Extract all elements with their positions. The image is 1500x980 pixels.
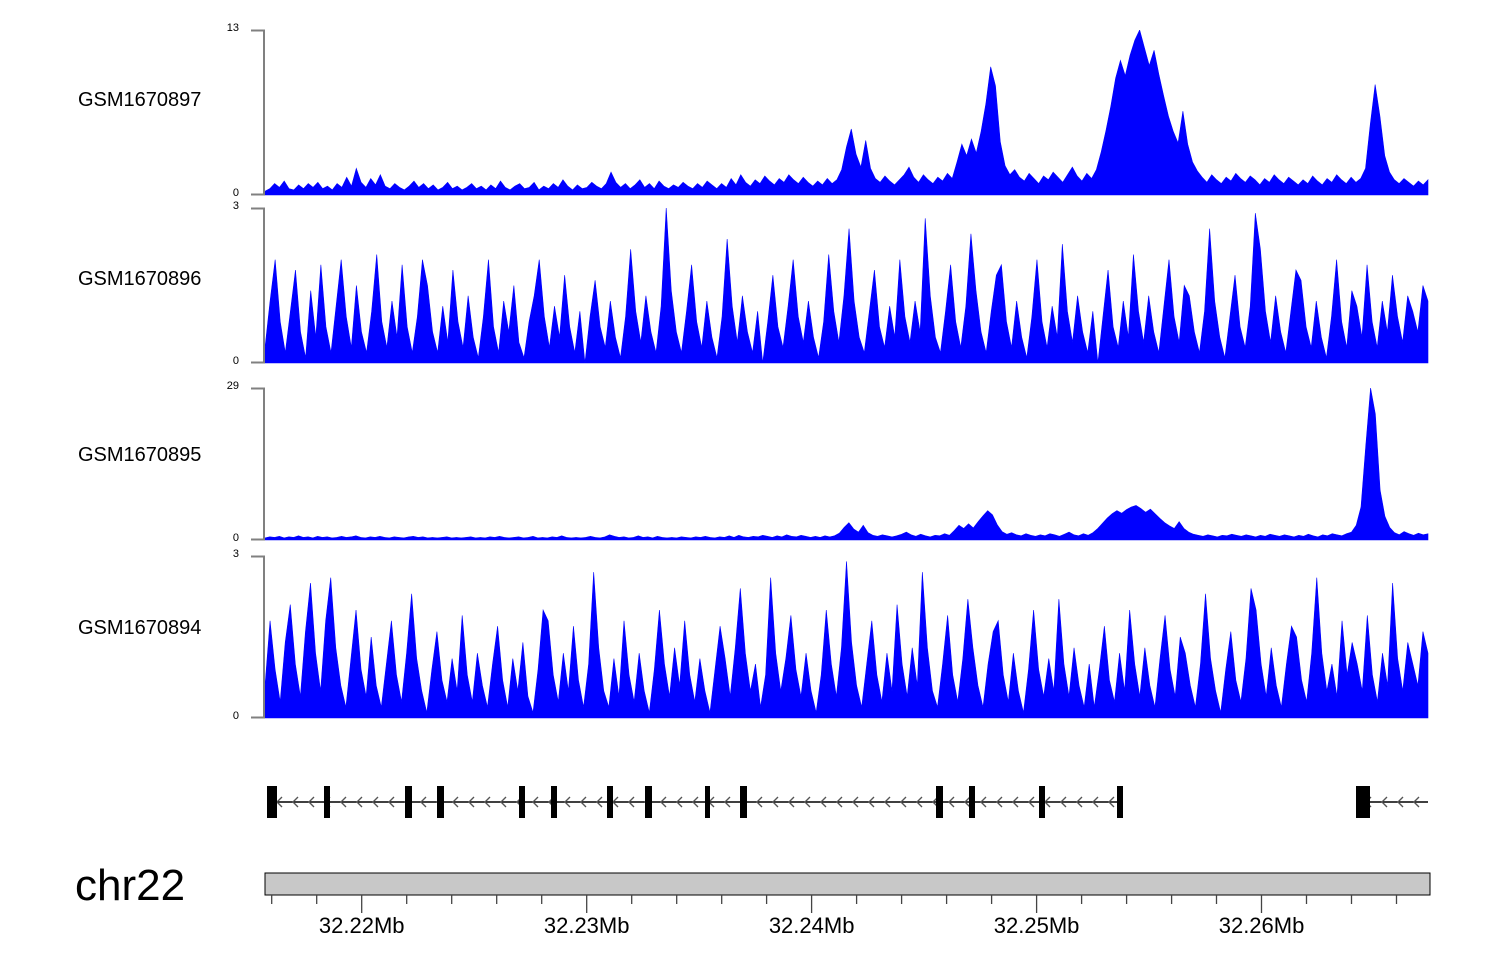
axis-max-label: 3 [232,548,239,560]
axis-min-label: 0 [232,355,239,367]
axis-tick-label: 32.25Mb [993,913,1080,938]
axis-tick-label: 32.22Mb [318,913,405,938]
ideogram-bar[interactable] [0,855,1500,917]
axis-tick-label: 32.23Mb [543,913,630,938]
track-label-GSM1670895: GSM1670895 [78,444,202,466]
chromosome-axis[interactable]: chr22 32.22Mb 32.23Mb 32.24Mb 32.25Mb 32.26M… [0,855,1500,980]
axis-min-label: 0 [232,187,239,199]
signal-area-GSM1670896 [265,208,1429,364]
axis-tick-label: 32.24Mb [768,913,855,938]
gene-models[interactable] [0,770,1500,835]
signal-track: GSM1670896 3 0 [0,200,1500,367]
axis-min-label: 0 [232,532,239,544]
axis-max-label: 29 [226,380,239,392]
signal-track: GSM1670894 3 0 [0,548,1500,722]
signal-area-GSM1670894 [265,561,1429,719]
gene-annotation-track[interactable] [0,770,1500,835]
signal-track: GSM1670895 29 0 [0,380,1500,544]
signal-area-GSM1670897 [265,30,1429,196]
axis-tick-label: 32.26Mb [1218,913,1305,938]
chromosome-label: chr22 [75,861,186,910]
axis-max-label: 3 [232,200,239,212]
signal-area-GSM1670895 [265,388,1429,541]
axis-min-label: 0 [232,710,239,722]
track-label-GSM1670896: GSM1670896 [78,268,202,290]
track-label-GSM1670894: GSM1670894 [78,617,202,639]
track-label-GSM1670897: GSM1670897 [78,89,202,111]
signal-track: GSM1670897 13 0 [0,22,1500,199]
axis-max-label: 13 [226,22,239,34]
